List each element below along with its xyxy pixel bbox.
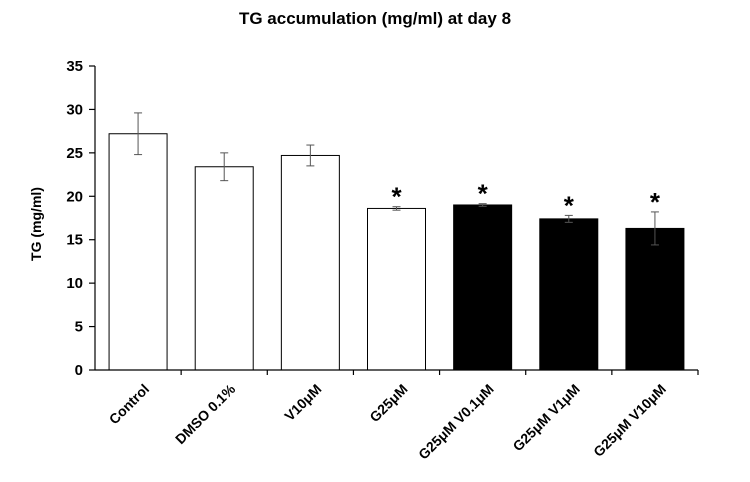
x-tick-label: Control <box>106 381 153 428</box>
y-ticks-group: 0 5 10 15 20 25 30 35 <box>66 58 95 379</box>
x-tick-label: G25μM <box>366 381 410 425</box>
bars-group <box>108 133 685 371</box>
y-tick-label: 25 <box>66 145 83 162</box>
significance-star: * <box>650 187 661 217</box>
bar <box>280 154 340 371</box>
x-tick-label: G25μM V10μM <box>590 381 669 460</box>
y-tick-label: 35 <box>66 58 83 75</box>
error-bars-group <box>134 112 659 246</box>
y-axis-label: TG (mg/ml) <box>28 187 44 261</box>
y-tick-label: 30 <box>66 101 83 118</box>
y-tick-label: 10 <box>66 275 83 292</box>
significance-star: * <box>564 190 575 220</box>
x-tick-label: DMSO 0.1% <box>172 380 239 447</box>
x-ticks-group: Control DMSO 0.1% V10μM G25μM G25μM V0.1μM G2… <box>106 370 699 463</box>
x-tick-label: V10μM <box>281 381 324 424</box>
x-tick-label: G25μM V1μM <box>509 381 582 454</box>
chart-title: TG accumulation (mg/ml) at day 8 <box>239 9 511 28</box>
significance-star: * <box>391 182 402 212</box>
bar <box>108 133 168 371</box>
bar <box>539 218 599 371</box>
significance-star: * <box>478 179 489 209</box>
bar <box>367 207 426 371</box>
y-tick-label: 0 <box>75 362 83 379</box>
y-tick-label: 5 <box>75 319 83 336</box>
y-tick-label: 15 <box>66 232 83 249</box>
bar <box>453 204 513 371</box>
bar <box>625 227 685 371</box>
bar <box>194 166 254 371</box>
significance-markers-group: * * * * <box>391 179 660 221</box>
x-tick-label: G25μM V0.1μM <box>415 381 497 463</box>
y-tick-label: 20 <box>66 188 83 205</box>
